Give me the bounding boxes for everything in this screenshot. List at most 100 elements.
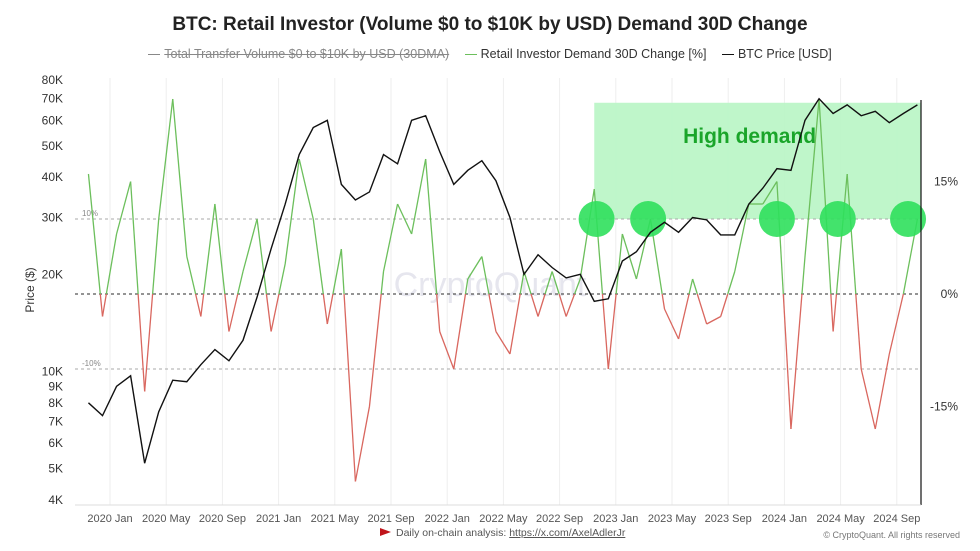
demand-segment (224, 293, 230, 332)
demand-segment (270, 293, 280, 332)
demand-segment (326, 293, 334, 325)
demand-segment (888, 293, 904, 355)
demand-segment (228, 293, 239, 332)
demand-segment (200, 293, 205, 317)
demand-segment (661, 293, 666, 310)
demand-segment (436, 293, 441, 332)
highlight-circle (578, 201, 615, 237)
demand-segment (663, 308, 680, 340)
high-demand-label: High demand (683, 125, 816, 148)
legend-label: Total Transfer Volume $0 to $10K by USD … (164, 47, 450, 61)
demand-segment (298, 158, 314, 220)
demand-segment (874, 353, 890, 430)
demand-segment (495, 331, 511, 355)
x-tick-label: 2022 Sep (536, 513, 583, 525)
demand-segment (565, 293, 576, 317)
x-tick-label: 2020 Sep (199, 513, 246, 525)
demand-segment (776, 181, 784, 295)
y-tick-label: 30K (42, 211, 63, 225)
demand-segment (467, 256, 483, 280)
demand-segment (129, 181, 139, 295)
demand-segment (544, 271, 553, 295)
x-tick-label: 2024 May (816, 513, 865, 525)
y-tick-label: 60K (42, 113, 63, 127)
legend-label: Retail Investor Demand 30D Change [%] (480, 47, 707, 61)
demand-segment (509, 293, 521, 355)
demand-segment (551, 271, 560, 295)
legend-item-demand[interactable]: Retail Investor Demand 30D Change [%] (464, 47, 707, 61)
copyright: © CryptoQuant. All rights reserved (823, 530, 960, 540)
y-tick-label: 7K (48, 415, 63, 429)
legend-item-total-volume[interactable]: Total Transfer Volume $0 to $10K by USD … (148, 47, 449, 61)
y-tick-label: 10K (42, 365, 63, 379)
demand-segment (615, 233, 624, 295)
reference-label: -10% (82, 359, 101, 368)
demand-segment (237, 271, 244, 295)
demand-segment (101, 293, 107, 317)
y-tick-label: 40K (42, 170, 63, 184)
watermark: CryptoQuant (394, 266, 587, 304)
demand-segment (137, 293, 146, 392)
demand-segment (453, 293, 467, 370)
demand-segment (105, 233, 118, 295)
demand-segment (734, 203, 750, 272)
demand-segment (488, 293, 497, 332)
highlight-circle (890, 201, 927, 237)
footer-link[interactable]: https://x.com/AxelAdlerJr (509, 527, 626, 539)
demand-segment (396, 203, 413, 235)
x-tick-label: 2020 Jan (87, 513, 132, 525)
demand-segment (801, 256, 806, 295)
y-tick-label: 20K (42, 267, 63, 281)
demand-segment (855, 293, 862, 370)
y-tick-label: 70K (42, 92, 63, 106)
btc-price-line (87, 97, 918, 464)
y-tick-label: 50K (42, 139, 63, 153)
demand-segment (519, 271, 525, 295)
x-tick-label: 2023 Jan (593, 513, 638, 525)
x-tick-label: 2024 Jan (762, 513, 807, 525)
x-tick-label: 2022 Jan (425, 513, 470, 525)
demand-segment (464, 278, 469, 295)
demand-segment (537, 293, 546, 317)
demand-segment (87, 173, 101, 295)
demand-segment (265, 293, 272, 332)
demand-segment (727, 271, 736, 295)
demand-segment (677, 293, 690, 340)
highlight-circle (630, 201, 667, 237)
x-tick-label: 2023 Sep (705, 513, 752, 525)
demand-segment (256, 218, 268, 295)
demand-segment (720, 293, 729, 317)
legend-item-btc-price[interactable]: BTC Price [USD] (721, 47, 832, 61)
y-axis-label: Price ($) (23, 267, 37, 312)
demand-segment (425, 158, 438, 295)
legend: Total Transfer Volume $0 to $10K by USD … (0, 47, 980, 61)
highlight-circle (819, 201, 856, 237)
x-tick-label: 2021 May (311, 513, 360, 525)
demand-segment (382, 203, 399, 272)
demand-segment (278, 263, 286, 295)
footer-text: Daily on-chain analysis: (396, 527, 510, 539)
demand-segment (558, 293, 567, 317)
reference-label: 10% (82, 209, 98, 218)
demand-segment (203, 203, 216, 295)
demand-segment (573, 278, 581, 295)
demand-segment (380, 271, 385, 295)
x-tick-label: 2022 May (479, 513, 528, 525)
demand-segment (439, 331, 455, 370)
y-tick-label: 6K (48, 436, 63, 450)
demand-segment (284, 158, 300, 265)
footer: Daily on-chain analysis: https://x.com/A… (380, 527, 625, 539)
demand-segment (481, 256, 490, 295)
demand-segment (144, 293, 154, 392)
demand-segment (242, 218, 258, 272)
high-demand-box (594, 102, 921, 219)
demand-segment (151, 218, 160, 295)
demand-segment (790, 293, 803, 430)
demand-segment (804, 98, 820, 257)
demand-segment (782, 293, 792, 430)
demand-segment (830, 293, 834, 332)
demand-segment (696, 293, 708, 325)
chart-title: BTC: Retail Investor (Volume $0 to $10K … (172, 14, 808, 35)
x-tick-label: 2020 May (142, 513, 191, 525)
demand-segment (601, 293, 609, 370)
